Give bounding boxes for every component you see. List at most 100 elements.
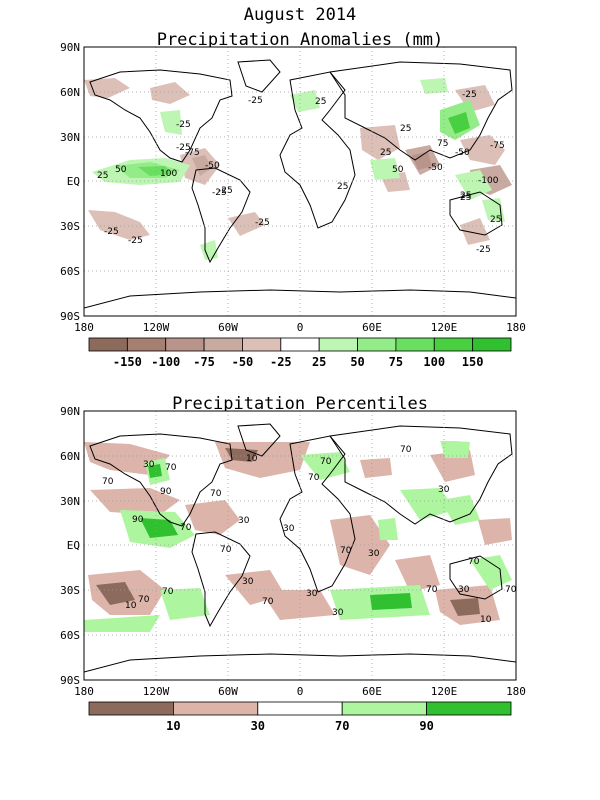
anomaly-wet-region <box>370 158 400 180</box>
percentile-dry-region <box>360 458 392 478</box>
contour-label: 25 <box>97 171 108 181</box>
anomaly-dry-region <box>460 218 490 245</box>
percentile-gridlines <box>84 411 516 680</box>
contour-label: -25 <box>176 120 191 130</box>
lon-label: 60E <box>362 321 382 334</box>
antarctica-outline <box>84 289 516 309</box>
contour-label: 30 <box>238 516 250 526</box>
lat-label: 30N <box>60 131 80 144</box>
percentile-map: 10 30 70 70 70 70 30 70 70 90 90 70 30 7… <box>83 410 517 681</box>
lat-label: 30N <box>60 495 80 508</box>
percentile-wet-region <box>300 452 350 480</box>
asia-outline <box>329 61 513 161</box>
anomalies-title: Precipitation Anomalies (mm) <box>157 30 444 50</box>
percentile-dry-region <box>478 518 512 545</box>
lon-label: 60E <box>362 685 382 698</box>
lon-label: 60W <box>218 321 238 334</box>
contour-label: 30 <box>332 608 344 618</box>
contour-label: 100 <box>160 169 177 179</box>
south-america-outline <box>191 167 251 264</box>
lon-label: 180 <box>74 685 94 698</box>
anomaly-colorbar-label: 100 <box>423 355 445 369</box>
contour-label: -50 <box>205 161 220 171</box>
anomaly-colorbar-label: -50 <box>232 355 254 369</box>
contour-label: -25 <box>212 188 227 198</box>
anomaly-lat-labels: 90N 60N 30N EQ 30S 60S 90S <box>60 41 80 323</box>
anomaly-colorbar-swatch <box>126 337 167 352</box>
contour-label: -25 <box>176 143 191 153</box>
percentile-colorbar-swatch <box>172 701 259 716</box>
contour-label: -25 <box>248 96 263 106</box>
percentile-coastlines <box>84 423 516 673</box>
contour-label: 25 <box>460 193 471 203</box>
lat-label: 90S <box>60 674 80 687</box>
contour-label: 10 <box>246 454 258 464</box>
asia-outline <box>329 425 513 525</box>
antarctica-outline <box>84 653 516 673</box>
percentile-colorbar-label: 30 <box>251 719 265 733</box>
percentile-dry-region <box>185 500 240 535</box>
anomaly-lon-labels: 180 120W 60W 0 60E 120E 180 <box>74 321 526 334</box>
percentile-colorbar-label: 70 <box>335 719 349 733</box>
percentile-colorbar-swatch <box>426 701 512 716</box>
contour-label: 70 <box>220 545 232 555</box>
anomaly-shading <box>84 78 512 260</box>
percentile-dry-region <box>90 488 180 515</box>
lat-label: 90S <box>60 310 80 323</box>
percentile-lon-labels: 180 120W 60W 0 60E 120E 180 <box>74 685 526 698</box>
contour-label: -50 <box>455 148 470 158</box>
anomaly-colorbar-label: -75 <box>193 355 215 369</box>
anomaly-dry-region <box>192 155 212 176</box>
lat-label: 30S <box>60 220 80 233</box>
contour-label: 70 <box>262 597 274 607</box>
anomaly-wet-region <box>138 166 172 176</box>
contour-label: 25 <box>400 124 411 134</box>
contour-label: 70 <box>165 463 177 473</box>
anomaly-colorbar-swatch <box>203 337 243 352</box>
anomaly-colorbar: -150 -100 -75 -50 -25 25 50 75 100 150 <box>88 337 512 369</box>
percentile-colorbar-swatch <box>88 701 174 716</box>
contour-label: -75 <box>490 141 505 151</box>
anomaly-wet-region <box>160 110 182 135</box>
contour-label: 25 <box>337 182 348 192</box>
lon-label: 120W <box>143 321 170 334</box>
anomaly-colorbar-swatch <box>318 337 358 352</box>
contour-label: 30 <box>143 460 155 470</box>
month-title: August 2014 <box>244 5 357 25</box>
anomaly-dry-region <box>150 82 190 104</box>
contour-label: -25 <box>104 227 119 237</box>
percentile-colorbar: 10 30 70 90 <box>88 701 512 733</box>
contour-label: 70 <box>400 445 412 455</box>
percentile-dry-region <box>96 582 135 605</box>
percentile-colorbar-swatch <box>341 701 428 716</box>
anomaly-colorbar-swatch <box>165 337 205 352</box>
contour-label: 25 <box>380 148 391 158</box>
contour-label: 50 <box>115 165 127 175</box>
contour-label: 30 <box>306 589 318 599</box>
australia-outline <box>449 191 503 236</box>
contour-label: 25 <box>460 191 471 201</box>
lon-label: 180 <box>74 321 94 334</box>
lat-label: 90N <box>60 41 80 54</box>
lon-label: 120W <box>143 685 170 698</box>
percentile-wet-region <box>400 488 455 520</box>
anomaly-colorbar-swatch <box>395 337 435 352</box>
contour-label: 70 <box>162 587 174 597</box>
contour-label: 30 <box>368 549 380 559</box>
greenland-outline <box>237 59 281 93</box>
anomaly-colorbar-swatch <box>357 337 397 352</box>
south-america-outline <box>191 531 251 628</box>
anomaly-dry-region <box>360 125 400 160</box>
anomaly-gridlines <box>84 47 516 316</box>
anomaly-colorbar-swatch <box>472 337 512 352</box>
contour-label: -100 <box>478 176 499 186</box>
anomaly-map-border <box>83 46 517 317</box>
lat-label: EQ <box>67 539 80 552</box>
contour-label: -25 <box>128 236 143 246</box>
anomaly-colorbar-label: -100 <box>151 355 180 369</box>
lon-label: 60W <box>218 685 238 698</box>
anomaly-colorbar-label: 150 <box>462 355 484 369</box>
anomaly-wet-region <box>455 170 492 200</box>
anomaly-map: -25 -25 -25 -25 -25 -25 25 25 25 25 25 2… <box>83 46 517 317</box>
north-america-outline <box>89 69 233 163</box>
